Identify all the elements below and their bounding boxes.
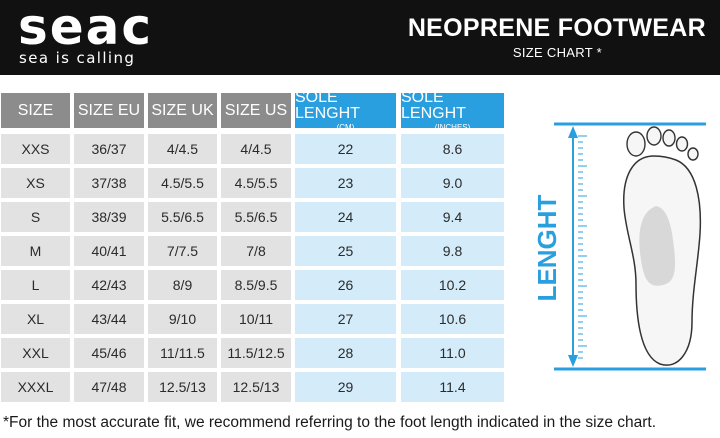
toe-big bbox=[626, 131, 646, 157]
table-cell: 12.5/13 bbox=[221, 372, 291, 402]
footnote: *For the most accurate fit, we recommend… bbox=[3, 414, 657, 431]
arrow-head-up-icon bbox=[568, 126, 578, 138]
toe-fourth bbox=[675, 136, 689, 152]
table-cell: 45/46 bbox=[74, 338, 144, 368]
column-header-label: SIZE bbox=[17, 101, 54, 119]
table-cell: XXS bbox=[1, 134, 70, 164]
page-title: NEOPRENE FOOTWEAR bbox=[407, 14, 706, 42]
column-header-unit: (CM) bbox=[336, 122, 355, 132]
table-cell: 11/11.5 bbox=[148, 338, 217, 368]
table-cell: 7/7.5 bbox=[148, 236, 217, 266]
table-cell: 22 bbox=[295, 134, 396, 164]
table-cell: 27 bbox=[295, 304, 396, 334]
table-cell: 11.0 bbox=[401, 338, 504, 368]
column-header-unit: (INCHES) bbox=[434, 122, 471, 132]
table-cell: 40/41 bbox=[74, 236, 144, 266]
length-label: LENGHT bbox=[536, 194, 562, 301]
table-cell: 7/8 bbox=[221, 236, 291, 266]
table-cell: XS bbox=[1, 168, 70, 198]
table-cell: 37/38 bbox=[74, 168, 144, 198]
column-header: SOLE LENGHT (INCHES) bbox=[401, 88, 504, 132]
table-cell: 10.2 bbox=[401, 270, 504, 300]
table-cell: XXL bbox=[1, 338, 70, 368]
table-cell: 26 bbox=[295, 270, 396, 300]
table-cell: 4.5/5.5 bbox=[221, 168, 291, 198]
table-cell: XL bbox=[1, 304, 70, 334]
page-subtitle: SIZE CHART * bbox=[512, 45, 602, 60]
column-header-label: SOLE LENGHT bbox=[401, 88, 466, 122]
table-cell: 10/11 bbox=[221, 304, 291, 334]
column-header-label: SOLE LENGHT bbox=[295, 88, 360, 122]
column-header: SIZE EU bbox=[74, 93, 144, 128]
column-header: SIZE bbox=[1, 93, 70, 128]
table-cell: 9.0 bbox=[401, 168, 504, 198]
table-cell: 29 bbox=[295, 372, 396, 402]
table-cell: 42/43 bbox=[74, 270, 144, 300]
toe-third bbox=[662, 129, 676, 147]
table-cell: 36/37 bbox=[74, 134, 144, 164]
table-cell: M bbox=[1, 236, 70, 266]
brand-tagline: sea is calling bbox=[19, 49, 136, 67]
toe-second bbox=[646, 126, 662, 146]
sole-arch-shade bbox=[639, 206, 676, 286]
table-cell: L bbox=[1, 270, 70, 300]
table-cell: 8/9 bbox=[148, 270, 217, 300]
toe-little bbox=[687, 147, 699, 161]
foot-sole-icon: LENGHT bbox=[536, 122, 706, 371]
table-cell: 8.6 bbox=[401, 134, 504, 164]
table-cell: 4.5/5.5 bbox=[148, 168, 217, 198]
table-cell: 24 bbox=[295, 202, 396, 232]
header-bar: seac sea is calling NEOPRENE FOOTWEAR SI… bbox=[0, 0, 720, 75]
table-cell: S bbox=[1, 202, 70, 232]
table-cell: 23 bbox=[295, 168, 396, 198]
table-cell: 5.5/6.5 bbox=[148, 202, 217, 232]
table-cell: 5.5/6.5 bbox=[221, 202, 291, 232]
table-cell: 4/4.5 bbox=[148, 134, 217, 164]
table-cell: 11.5/12.5 bbox=[221, 338, 291, 368]
table-cell: 8.5/9.5 bbox=[221, 270, 291, 300]
ruler-ticks bbox=[578, 135, 587, 359]
column-header-label: SIZE US bbox=[224, 101, 288, 119]
table-cell: 47/48 bbox=[74, 372, 144, 402]
column-header: SIZE US bbox=[221, 93, 291, 128]
table-cell: 10.6 bbox=[401, 304, 504, 334]
table-cell: XXXL bbox=[1, 372, 70, 402]
table-cell: 28 bbox=[295, 338, 396, 368]
brand-logo: seac bbox=[18, 0, 154, 56]
column-header-label: SIZE EU bbox=[77, 101, 141, 119]
table-cell: 9/10 bbox=[148, 304, 217, 334]
table-cell: 12.5/13 bbox=[148, 372, 217, 402]
arrow-head-down-icon bbox=[568, 355, 578, 367]
table-cell: 11.4 bbox=[401, 372, 504, 402]
table-cell: 43/44 bbox=[74, 304, 144, 334]
table-cell: 25 bbox=[295, 236, 396, 266]
column-header-label: SIZE UK bbox=[151, 101, 214, 119]
table-cell: 9.8 bbox=[401, 236, 504, 266]
table-cell: 4/4.5 bbox=[221, 134, 291, 164]
column-header: SIZE UK bbox=[148, 93, 217, 128]
column-header: SOLE LENGHT (CM) bbox=[295, 88, 396, 132]
table-cell: 38/39 bbox=[74, 202, 144, 232]
table-cell: 9.4 bbox=[401, 202, 504, 232]
